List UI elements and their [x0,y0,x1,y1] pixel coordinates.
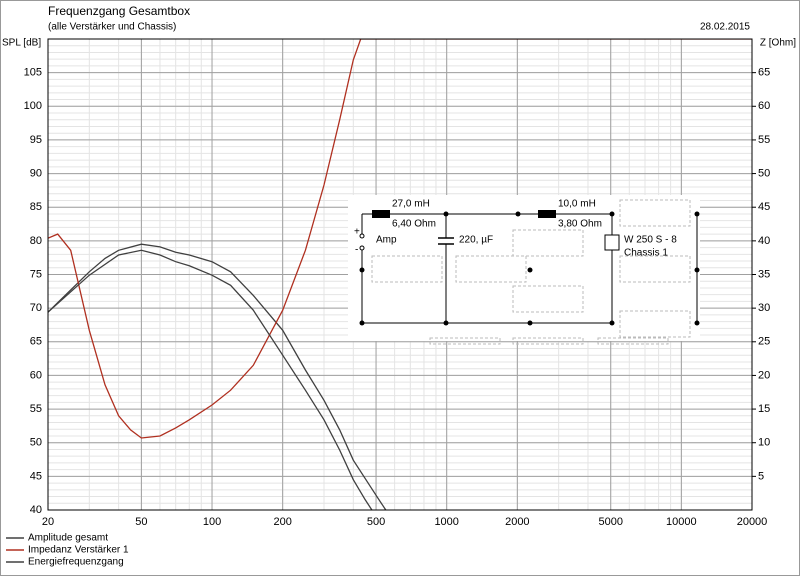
y2-tick-label: 40 [758,235,770,247]
x-tick-label: 1000 [434,516,458,528]
x-tick-label: 20000 [737,516,768,528]
label: 10,0 mH [558,199,596,210]
y-tick-label: 90 [30,167,42,179]
y2-tick-label: 30 [758,302,770,314]
x-tick-label: 50 [135,516,147,528]
legend-label: Amplitude gesamt [28,533,108,544]
legend-label: Energiefrequenzgang [28,557,124,568]
y-tick-label: 45 [30,470,42,482]
label: W 250 S - 8 [624,235,677,246]
y2-tick-label: 35 [758,268,770,280]
y-tick-label: 85 [30,201,42,213]
y-tick-label: 80 [30,235,42,247]
x-tick-label: 5000 [598,516,622,528]
schematic-bg [348,195,700,341]
y2-tick-label: 10 [758,437,770,449]
y2-tick-label: 50 [758,167,770,179]
y-axis-label: SPL [dB] [2,38,41,49]
y2-tick-label: 55 [758,134,770,146]
label: 27,0 mH [392,199,430,210]
y2-tick-label: 15 [758,403,770,415]
label: 6,40 Ohm [392,219,436,230]
label: + [354,227,360,238]
chart-subtitle: (alle Verstärker und Chassis) [48,22,176,33]
y-tick-label: 50 [30,437,42,449]
y-tick-label: 65 [30,336,42,348]
label: 3,80 Ohm [558,219,602,230]
y-tick-label: 100 [24,100,42,112]
y-tick-label: 95 [30,134,42,146]
y2-tick-label: 60 [758,100,770,112]
date: 28.02.2015 [700,22,750,33]
y2-axis-label: Z [Ohm] [760,38,796,49]
x-tick-label: 20 [42,516,54,528]
x-tick-label: 2000 [505,516,529,528]
label: - [355,245,358,256]
placeholders [371,199,691,345]
terminals [359,233,365,251]
legend-label: Impedanz Verstärker 1 [28,545,129,556]
y2-tick-label: 5 [758,470,764,482]
inductor [372,210,390,218]
x-tick-label: 200 [273,516,291,528]
y2-tick-label: 20 [758,369,770,381]
series-line [48,243,387,510]
y-tick-label: 55 [30,403,42,415]
label: 220, µF [459,235,493,246]
chart-title: Frequenzgang Gesamtbox [48,4,190,18]
nodes [359,211,700,326]
series-line [48,249,373,510]
x-tick-label: 10000 [666,516,697,528]
y2-tick-label: 45 [758,201,770,213]
x-tick-label: 500 [367,516,385,528]
label: Chassis 1 [624,248,668,259]
y-tick-label: 75 [30,268,42,280]
label: Amp [376,235,397,246]
series-line [48,39,752,439]
y-tick-label: 70 [30,302,42,314]
y-tick-label: 105 [24,67,42,79]
y2-tick-label: 65 [758,67,770,79]
plot-lines [48,39,752,510]
x-tick-label: 100 [203,516,221,528]
inductor [538,210,556,218]
y-tick-label: 40 [30,504,42,516]
y2-tick-label: 25 [758,336,770,348]
y-tick-label: 60 [30,369,42,381]
schematic: 27,0 mH 6,40 Ohm Amp + - 220, µF 10,0 mH… [348,195,700,345]
